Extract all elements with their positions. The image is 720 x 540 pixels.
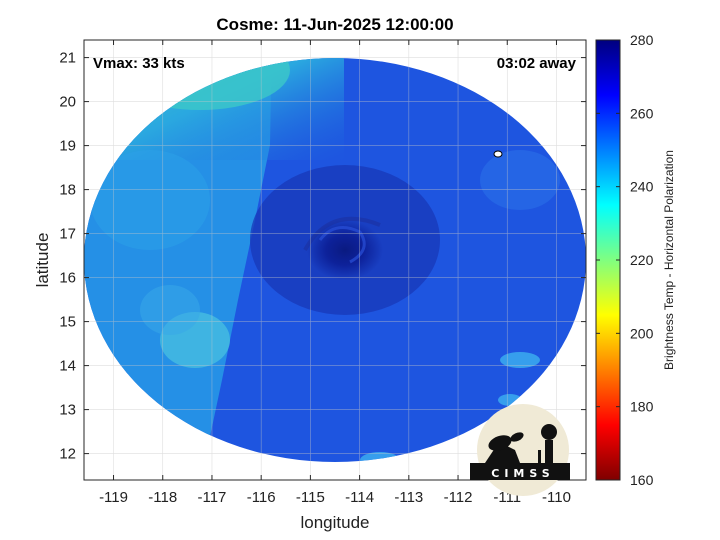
colorbar-label: Brightness Temp - Horizontal Polarizatio… bbox=[662, 150, 676, 370]
y-tick-label: 13 bbox=[59, 402, 76, 419]
x-tick-label: -116 bbox=[247, 489, 276, 506]
x-tick-label: -112 bbox=[444, 489, 473, 506]
colorbar-tick-label: 260 bbox=[630, 105, 654, 121]
x-tick-label: -115 bbox=[296, 489, 325, 506]
vmax-label: Vmax: 33 kts bbox=[93, 55, 185, 72]
grid-lines bbox=[84, 40, 586, 480]
x-axis-label: longitude bbox=[300, 513, 369, 532]
y-tick-label: 21 bbox=[59, 50, 76, 67]
cimss-logo: CIMSS bbox=[470, 404, 570, 496]
x-tick-label: -119 bbox=[99, 489, 128, 506]
colorbar-ticks: 160 180 200 220 240 260 280 bbox=[596, 32, 654, 488]
x-tick-label: -117 bbox=[197, 489, 226, 506]
y-tick-label: 16 bbox=[59, 270, 76, 287]
logo-text: CIMSS bbox=[491, 467, 554, 480]
colorbar-tick-label: 200 bbox=[630, 325, 654, 341]
colorbar-tick-label: 180 bbox=[630, 399, 654, 415]
colorbar-tick-label: 220 bbox=[630, 252, 654, 268]
time-away-label: 03:02 away bbox=[497, 55, 577, 72]
y-tick-label: 18 bbox=[59, 182, 76, 199]
colorbar-tick-label: 240 bbox=[630, 179, 654, 195]
y-tick-label: 17 bbox=[59, 226, 76, 243]
x-tick-label: -118 bbox=[148, 489, 177, 506]
colorbar-tick-label: 280 bbox=[630, 32, 654, 48]
axes-box bbox=[83, 39, 587, 481]
y-tick-label: 20 bbox=[59, 94, 76, 111]
y-tick-label: 15 bbox=[59, 314, 76, 331]
x-tick-label: -113 bbox=[394, 489, 423, 506]
y-axis-label: latitude bbox=[33, 233, 52, 288]
x-tick-label: -110 bbox=[542, 489, 571, 506]
plot-title: Cosme: 11-Jun-2025 12:00:00 bbox=[216, 15, 453, 34]
y-tick-label: 14 bbox=[59, 358, 76, 375]
y-axis-ticks: 12 13 14 15 16 17 18 19 20 21 bbox=[59, 50, 586, 463]
y-tick-label: 19 bbox=[59, 138, 76, 155]
x-tick-label: -114 bbox=[345, 489, 374, 506]
x-axis-ticks: -119 -118 -117 -116 -115 -114 -113 -112 -111 -110 bbox=[99, 40, 571, 506]
y-tick-label: 12 bbox=[59, 446, 76, 463]
colorbar-tick-label: 160 bbox=[630, 472, 654, 488]
